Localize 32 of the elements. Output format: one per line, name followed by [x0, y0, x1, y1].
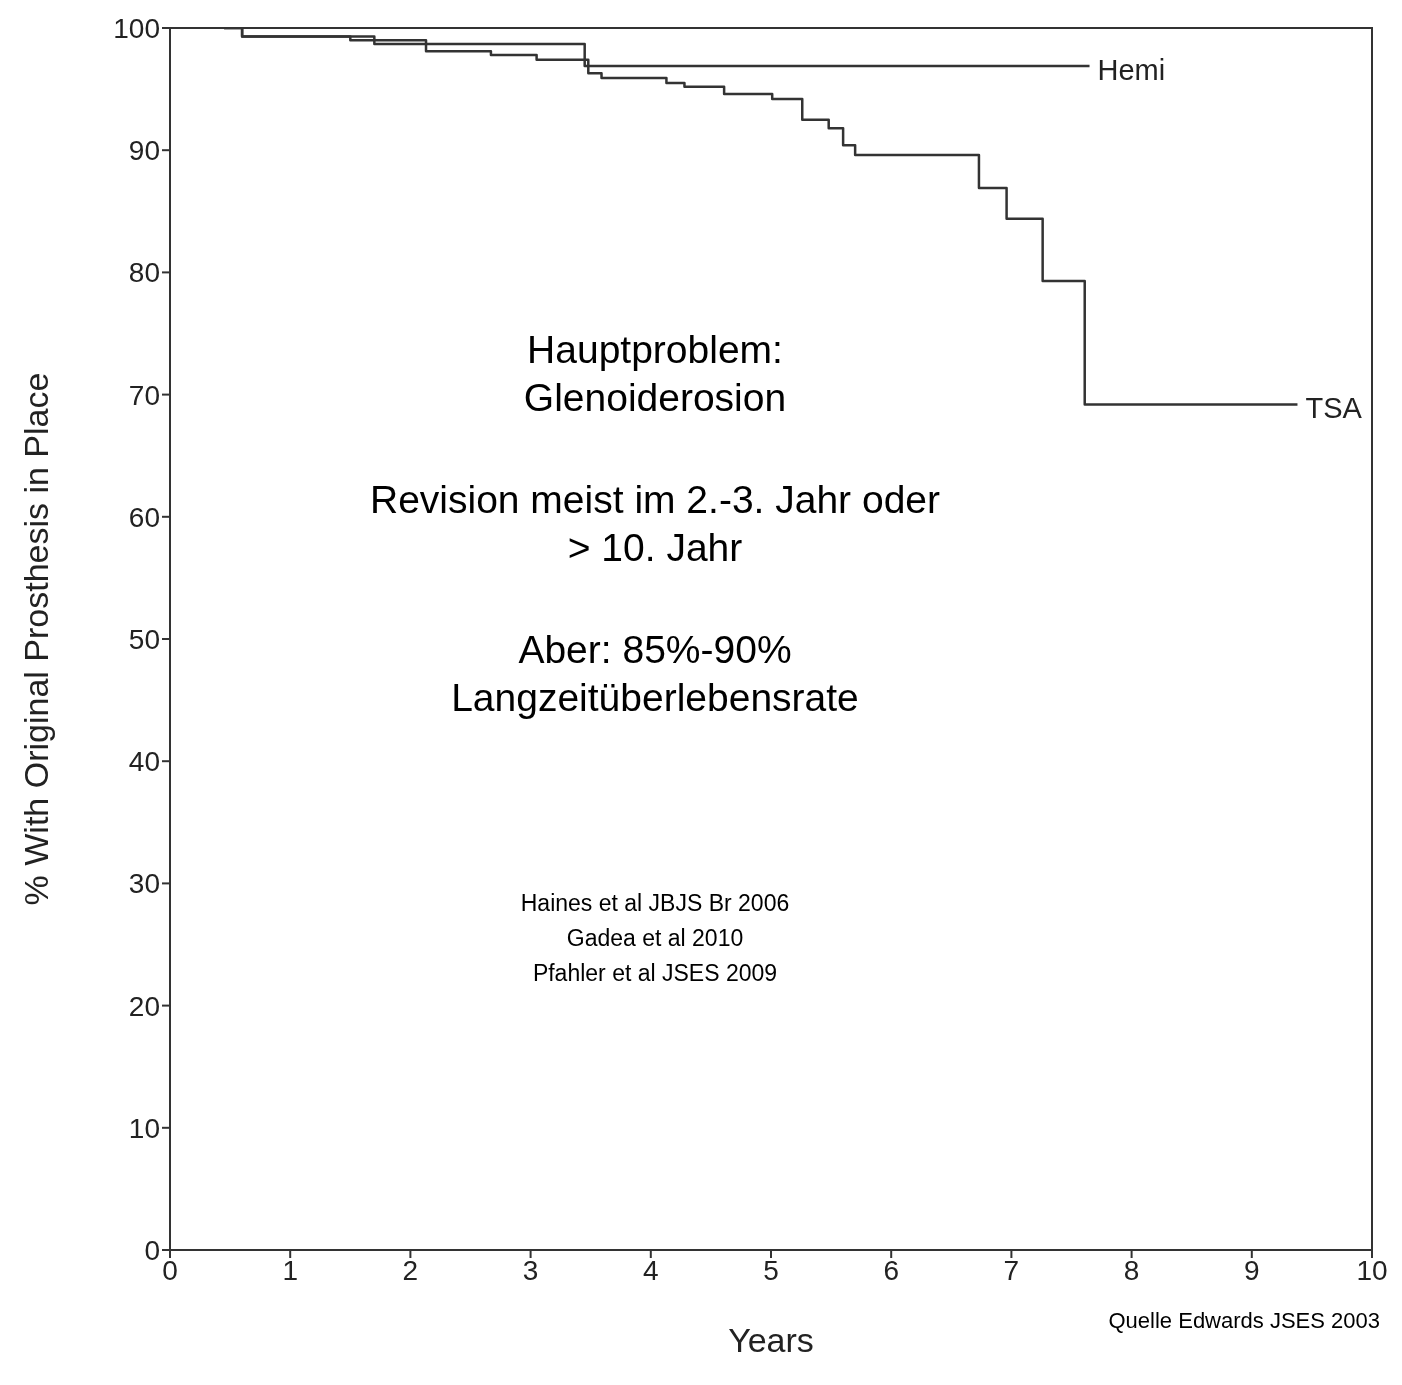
x-tick-label: 9 [1244, 1254, 1260, 1286]
y-tick-label: 50 [128, 623, 160, 655]
x-tick-label: 3 [522, 1254, 539, 1286]
annotation: Aber: 85%-90% Langzeitüberlebensrate [450, 627, 860, 721]
x-tick-label: 1 [282, 1254, 298, 1286]
annotation: Pfahler et al JSES 2009 [531, 959, 779, 988]
x-tick-label: 7 [1003, 1254, 1020, 1286]
y-tick-label: 70 [128, 379, 160, 411]
x-tick-label: 5 [763, 1254, 779, 1286]
y-tick-label: 20 [128, 990, 160, 1022]
series-label: Hemi [1097, 53, 1166, 86]
x-axis-title: Years [728, 1321, 814, 1359]
y-tick-label: 90 [128, 135, 160, 167]
x-tick-label: 2 [402, 1254, 419, 1286]
series-label: TSA [1305, 392, 1363, 425]
x-tick-label: 8 [1123, 1254, 1140, 1286]
y-tick-label: 80 [128, 257, 160, 289]
y-tick-label: 0 [144, 1234, 160, 1266]
x-tick-label: 10 [1356, 1254, 1388, 1286]
annotation: Gadea et al 2010 [565, 924, 745, 953]
annotation: Hauptproblem: Glenoiderosion [522, 327, 788, 421]
x-tick-label: 4 [643, 1254, 659, 1286]
y-tick-label: 60 [128, 501, 160, 533]
source-note: Quelle Edwards JSES 2003 [1108, 1308, 1380, 1334]
annotation: Revision meist im 2.-3. Jahr oder > 10. Jahr [368, 477, 941, 571]
y-tick-label: 10 [128, 1112, 160, 1144]
y-tick-label: 40 [128, 746, 160, 778]
annotation: Haines et al JBJS Br 2006 [519, 889, 791, 918]
y-tick-label: 100 [113, 12, 160, 44]
x-tick-label: 6 [883, 1254, 899, 1286]
y-tick-label: 30 [128, 868, 160, 900]
y-axis-title: % With Original Prosthesis in Place [17, 372, 56, 906]
